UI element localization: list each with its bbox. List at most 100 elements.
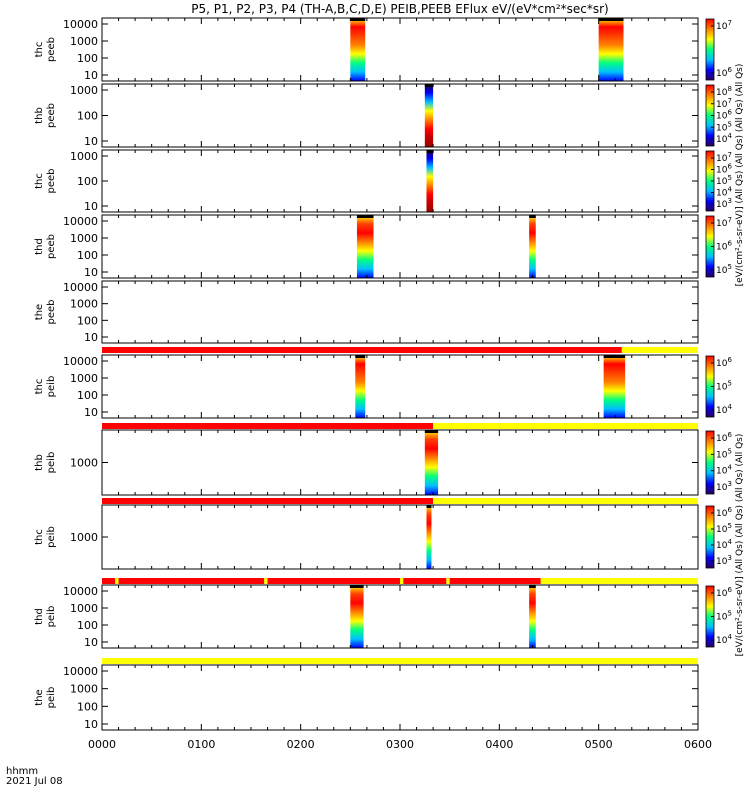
y-axis-label: peeb <box>46 234 57 259</box>
colorbar-tick-label: 104 <box>716 538 732 551</box>
colorbar-tick-label: 106 <box>716 240 732 253</box>
y-tick-label: 10 <box>84 406 98 419</box>
y-tick-label: 10000 <box>63 18 98 31</box>
burst-top-edge <box>426 150 434 153</box>
colorbar-tick-label: 104 <box>716 464 732 477</box>
spectrogram-burst <box>426 505 432 569</box>
mode-bar-segment <box>102 347 622 353</box>
panel-thb-peib: 1000 thb peib 103 104 105 106 <box>34 423 732 496</box>
y-axis-label: thb <box>34 107 45 124</box>
y-tick-label: 100 <box>77 52 98 65</box>
x-tick-label: 0000 <box>88 738 116 751</box>
spectrogram-burst <box>529 215 536 278</box>
mode-bar-segment <box>102 498 434 504</box>
x-tick-label: 0100 <box>187 738 215 751</box>
y-tick-label: 10000 <box>63 585 98 598</box>
panel-the-peeb: 10 100 1000 10000 the peeb <box>34 280 699 344</box>
y-tick-label: 10000 <box>63 665 98 678</box>
y-tick-label: 100 <box>77 389 98 402</box>
y-axis-label: peeb <box>46 300 57 325</box>
y-tick-label: 100 <box>77 700 98 713</box>
colorbar-tick-label: 104 <box>716 132 732 145</box>
burst-top-edge <box>424 430 439 433</box>
y-axis-label: thc <box>34 529 45 545</box>
y-axis-label: the <box>34 689 45 705</box>
colorbar-tick-label: 103 <box>716 197 732 210</box>
mode-bar-segment <box>267 578 400 584</box>
colorbar <box>705 505 715 569</box>
y-tick-label: 1000 <box>70 84 98 97</box>
burst-top-edge <box>350 18 366 21</box>
colorbar-tick-label: 104 <box>716 633 732 646</box>
colorbar-tick-label: 105 <box>716 380 732 393</box>
mode-bar-segment <box>400 578 404 584</box>
mode-bar-segment <box>102 578 116 584</box>
y-axis-label: peib <box>46 452 57 474</box>
spectrogram-burst <box>603 355 626 418</box>
burst-top-edge <box>350 585 364 588</box>
y-tick-label: 10000 <box>63 281 98 294</box>
y-tick-label: 100 <box>77 175 98 188</box>
spectrogram-burst <box>350 18 366 81</box>
y-axis-label: thd <box>34 608 45 625</box>
y-axis-label: peib <box>46 606 57 628</box>
y-tick-label: 10 <box>84 69 98 82</box>
mode-bar-segment <box>118 578 265 584</box>
mode-bar-segment <box>433 498 698 504</box>
y-tick-label: 1000 <box>70 298 98 311</box>
mode-bar-segment <box>449 578 541 584</box>
y-tick-label: 10 <box>84 718 98 731</box>
spectrogram-burst <box>356 215 374 278</box>
panel-frame <box>101 429 699 496</box>
y-tick-label: 1000 <box>70 372 98 385</box>
x-tick-label: 0600 <box>684 738 712 751</box>
colorbar-tick-label: 105 <box>716 610 732 623</box>
colorbar-tick-label: 103 <box>716 554 732 567</box>
y-axis-label: peib <box>46 376 57 398</box>
colorbar-tick-label: 105 <box>716 522 732 535</box>
colorbar <box>705 430 715 495</box>
y-axis-label: peib <box>46 526 57 548</box>
mode-bar-segment <box>540 578 698 584</box>
y-tick-label: 10 <box>84 135 98 148</box>
y-tick-label: 1000 <box>70 232 98 245</box>
colorbar-tick-label: 104 <box>716 403 732 416</box>
colorbar-tick-label: 107 <box>716 216 732 229</box>
colorbar-tick-label: 106 <box>716 586 732 599</box>
y-axis-label: thc <box>34 379 45 395</box>
y-tick-label: 1000 <box>70 683 98 696</box>
colorbar <box>705 18 715 81</box>
y-tick-label: 10 <box>84 636 98 649</box>
mode-bar-segment <box>102 658 698 664</box>
y-axis-label: thb <box>34 454 45 471</box>
y-tick-label: 10 <box>84 200 98 213</box>
y-axis-label: thc <box>34 173 45 189</box>
panel-frame <box>101 584 699 649</box>
panel-thc-peib-2: 1000 thc peib 103 104 105 106 <box>34 498 732 570</box>
spectrogram-burst <box>426 150 434 212</box>
y-tick-label: 10 <box>84 331 98 344</box>
panel-thc-peib: 10 100 1000 10000 thc peib 104 105 106 <box>34 347 732 419</box>
y-axis-label: peeb <box>46 103 57 128</box>
burst-top-edge <box>603 355 626 358</box>
colorbar-tick-label: 106 <box>716 356 732 369</box>
mode-bar-segment <box>102 423 434 429</box>
y-tick-label: 10000 <box>63 355 98 368</box>
y-tick-label: 10 <box>84 266 98 279</box>
x-tick-label: 0400 <box>485 738 513 751</box>
spectrogram-burst <box>424 84 434 147</box>
colorbar-title-peib: [eV/(cm²-s-sr-eV)] (All Qs) (All Qs) (Al… <box>735 434 745 657</box>
y-tick-label: 1000 <box>70 35 98 48</box>
colorbar-tick-label: 107 <box>716 19 732 32</box>
x-tick-label: 0500 <box>585 738 613 751</box>
y-axis-label: thd <box>34 238 45 255</box>
colorbar-tick-label: 103 <box>716 480 732 493</box>
mode-bar-segment <box>115 578 119 584</box>
y-tick-label: 1000 <box>70 531 98 544</box>
y-axis-label: the <box>34 304 45 320</box>
colorbar-title-peeb: [eV/(cm²-s-sr-eV)] (All Qs) (All Qs) (Al… <box>735 64 745 287</box>
colorbar-tick-label: 105 <box>716 263 732 276</box>
spectrogram-burst <box>598 18 624 81</box>
